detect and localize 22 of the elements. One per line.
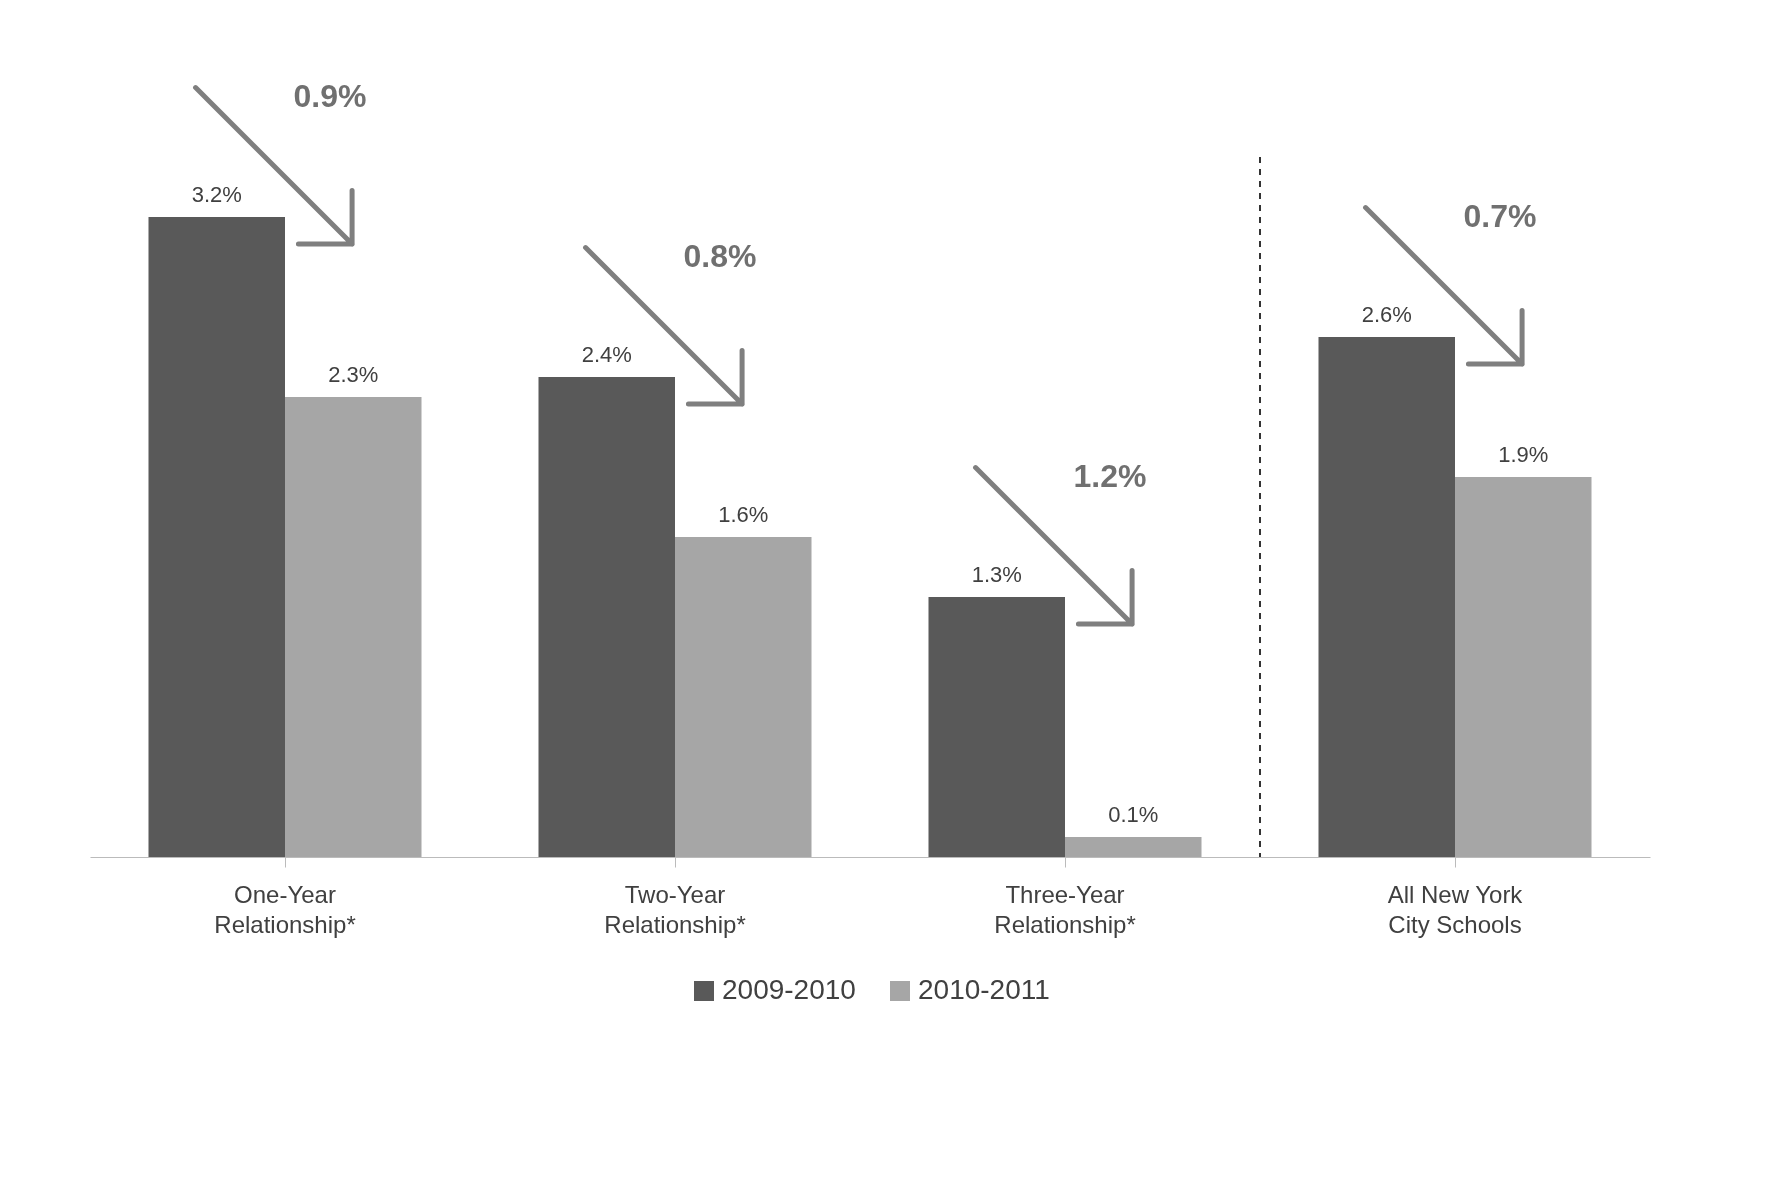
- data-label: 0.1%: [1108, 802, 1159, 827]
- data-label: 1.3%: [971, 562, 1022, 587]
- bar: [675, 537, 812, 857]
- data-label: 2.4%: [581, 342, 632, 367]
- x-tick-label: All New York City Schools: [1387, 880, 1524, 938]
- annotation: 0.7%: [1463, 198, 1537, 234]
- legend-label: 2009-2010: [722, 974, 856, 1005]
- data-label: 2.6%: [1361, 302, 1412, 327]
- data-label: 1.9%: [1498, 442, 1549, 467]
- data-label: 1.6%: [718, 502, 769, 527]
- text: 0.9%: [293, 78, 367, 114]
- bar: [1065, 837, 1202, 857]
- x-tick-label: One-Year Relationship*: [214, 880, 356, 938]
- legend-label: 2010-2011: [918, 974, 1050, 1005]
- x-tick-label: Three-Year Relationship*: [994, 880, 1136, 938]
- bar: [285, 397, 422, 857]
- x-tick-label: Two-Year Relationship*: [604, 880, 746, 938]
- data-label: 3.2%: [191, 182, 242, 207]
- bar: [1455, 477, 1592, 857]
- annotation: 1.2%: [1073, 458, 1147, 494]
- annotation: 0.8%: [683, 238, 757, 274]
- data-label: 2.3%: [328, 362, 379, 387]
